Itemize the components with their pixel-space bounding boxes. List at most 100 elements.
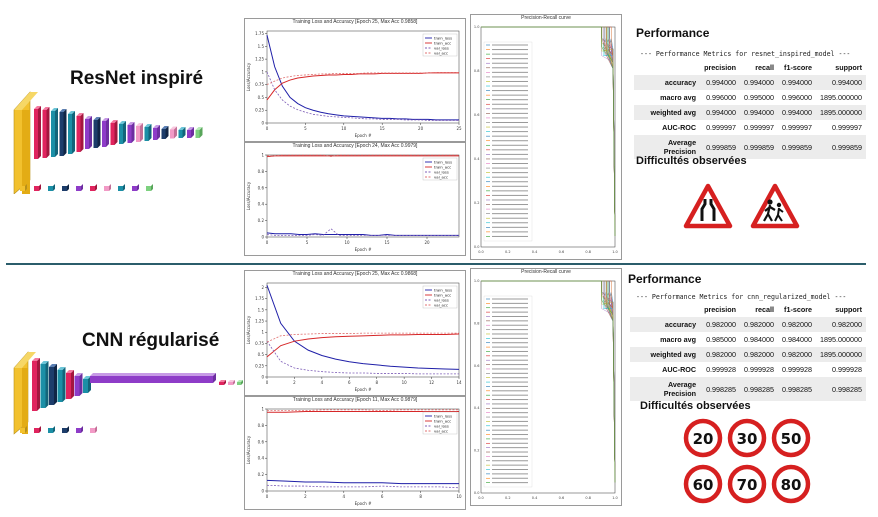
legend-entry [492,76,528,78]
legend-entry [492,460,528,462]
layer-block [93,120,98,148]
legend-entry [492,90,528,92]
layer-block-side [165,126,169,139]
layer-block-top [228,380,235,382]
x-tick-label: 0.4 [532,496,538,500]
table-cell: 1895.000000 [820,335,862,344]
column-header: recall [755,305,775,314]
metrics-table: precision recall f1-score support accuracy 0.… [630,302,866,401]
y-axis-label: Loss/Accuracy [246,435,251,464]
chart-title: Training Loss and Accuracy [Epoch 25, Ma… [292,271,418,277]
layer-block-side [140,123,143,142]
legend-box [483,41,533,242]
legend-entry [492,307,528,309]
legend-entry [492,416,528,418]
table-cell: 0.996000 [782,93,813,102]
x-tick-label: 0.8 [585,250,591,254]
legend-entry [492,44,528,46]
resnet-training-chart-1: Training Loss and Accuracy [Epoch 25, Ma… [244,18,466,142]
table-cell: 0.999928 [832,365,862,374]
difficulties-heading: Difficultés observées [636,155,747,167]
legend-entry [492,67,528,69]
column-header: f1-score [784,305,813,314]
layer-block-side [55,108,58,157]
layer-block-top [127,122,135,125]
column-header [634,60,700,75]
legend-entry [492,412,528,414]
table-cell: 0.984000 [782,335,813,344]
y-tick-label: 0.4 [258,202,265,207]
legend-entry [492,217,528,219]
table-cell: 0.982000 [740,317,779,332]
column-header: recall [755,63,775,72]
legend-entry [492,117,528,119]
legend-entry [492,108,528,110]
speed-limit-20-icon: 20 [683,418,723,458]
table-cell: 0.996000 [706,93,737,102]
y-tick-label: 0.2 [258,472,265,477]
layer-legend-cube-side [25,184,27,191]
y-axis-label: Loss/Accuracy [246,315,251,344]
series-line-val_acc [267,154,459,158]
x-tick-label: 0 [266,380,269,385]
y-tick-label: 0.4 [474,406,480,410]
y-tick-label: 0.8 [258,423,265,428]
layer-block-side [46,107,50,158]
pr-svg: 0.0 0.2 0.4 0.6 0.8 1.0 0.0 0.2 0.4 0.6 0.8 1.0 [474,279,618,500]
table-cell: 1895.000000 [816,347,866,362]
table-row: weighted avg 0.982000 0.982000 0.982000 1895… [630,347,866,362]
series-line-val_loss [266,340,459,375]
legend-label: train_loss [434,413,452,418]
legend-entry [492,208,528,210]
table-cell: 0.999859 [778,135,817,159]
resnet-pr-curve: Precision-Recall curve 0.0 0.2 0.4 0.6 0.8 1.… [470,14,622,260]
sign-value: 70 [737,476,758,494]
layer-legend-cube [118,186,123,191]
row-label: weighted avg [634,105,701,120]
legend-entry [492,451,528,453]
y-tick-label: 0.25 [255,108,264,113]
y-tick-label: 1 [261,153,264,158]
legend-entry [492,135,528,137]
y-tick-label: 1 [261,407,264,412]
table-cell: 0.998285 [740,377,779,401]
table-row: accuracy 0.994000 0.994000 0.994000 0.994000 [634,75,866,90]
layer-block [153,128,157,140]
x-tick-label: 0 [266,126,269,131]
table-cell: 0.999859 [816,135,866,159]
legend-entry [492,140,528,142]
layer-legend-cube-side [95,426,97,433]
legend-entry [492,342,528,344]
cnn-pr-curve: Precision-Recall curve 0.0 0.2 0.4 0.6 0.8 1.… [470,268,622,506]
layer-block-top [178,127,186,130]
legend-entry [492,473,528,475]
metrics-caption: --- Performance Metrics for resnet_inspi… [640,50,851,58]
table-row: Average Precision 0.998285 0.998285 0.99828… [630,377,866,401]
pr-class-curve [481,26,616,237]
legend-entry [492,194,528,196]
x-tick-label: 0.0 [478,496,484,500]
x-tick-label: 0.6 [559,250,565,254]
layer-block-side [45,361,49,408]
y-tick-label: 1.25 [255,319,264,324]
layer-block-side [97,117,101,148]
table-cell: 0.982000 [700,317,741,332]
sign-ring [727,418,767,458]
layer-block [102,121,106,147]
chart-title: Precision-Recall curve [521,15,571,21]
layer-legend-cube [34,428,39,433]
legend-entry [492,377,528,379]
layer-legend-cube-side [67,184,69,191]
table-cell: 0.994000 [700,75,741,90]
series-line-train_acc [267,410,459,413]
legend-entry [492,85,528,87]
layer-block [178,130,183,138]
sign-ring [771,418,811,458]
narrowing-road-sign-icon [683,183,733,229]
layer-block-side [71,370,74,399]
layer-legend-cube [146,186,151,191]
x-tick-label: 14 [456,380,462,385]
layer-block [161,129,166,139]
layer-block [74,376,80,396]
x-tick-label: 0.2 [505,250,511,254]
